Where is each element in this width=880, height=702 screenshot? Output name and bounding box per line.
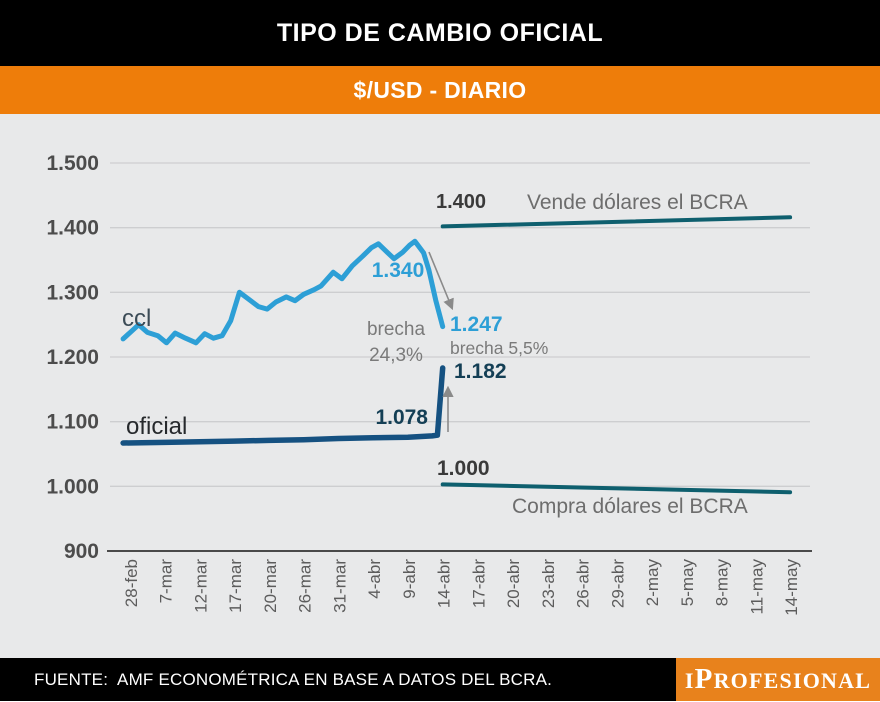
annotation-label: brecha 5,5% <box>450 338 548 358</box>
page-subtitle: $/USD - DIARIO <box>353 76 527 103</box>
y-axis-tick-label: 1.200 <box>46 346 99 369</box>
annotation-label: 1.400 <box>436 191 486 213</box>
subtitle-bar: $/USD - DIARIO <box>0 66 880 114</box>
x-axis-tick-label: 7-mar <box>157 559 176 604</box>
y-axis-tick-label: 1.400 <box>46 217 99 240</box>
annotation-label: ccl <box>122 305 151 332</box>
x-axis-tick-label: 14-may <box>782 559 801 616</box>
series-compra <box>440 482 793 495</box>
chart-area: 1.500 1.400 1.300 1.200 1.100 1.000 900 28-feb 7… <box>0 114 880 658</box>
y-axis-tick-label: 1.100 <box>46 411 99 434</box>
annotation-label: brecha <box>367 319 426 340</box>
y-axis-tick-label: 1.300 <box>46 281 99 304</box>
x-axis-tick-label: 11-may <box>747 559 766 615</box>
x-axis-tick-label: 12-mar <box>191 559 210 613</box>
x-axis-tick-label: 31-mar <box>330 559 349 613</box>
x-axis-tick-label: 26-abr <box>574 559 593 608</box>
series-vende <box>440 215 793 229</box>
y-axis-tick-label: 1.000 <box>46 475 99 498</box>
x-axis-tick-label: 17-mar <box>226 559 245 613</box>
y-axis-tick-label: 900 <box>64 540 99 563</box>
iprofesional-logo: I P ROFESIONAL <box>676 658 880 701</box>
x-axis-tick-label: 20-abr <box>504 559 523 608</box>
x-axis-tick-label: 8-may <box>713 559 732 607</box>
annotation-label: 1.078 <box>375 406 428 429</box>
series-ccl <box>120 238 446 346</box>
source-text: FUENTE: AMF ECONOMÉTRICA EN BASE A DATOS… <box>34 669 553 689</box>
logo-part-rest: ROFESIONAL <box>713 668 872 693</box>
x-axis-tick-label: 26-mar <box>296 559 315 613</box>
annotation-label: 1.182 <box>454 360 507 383</box>
x-axis-tick-label: 9-abr <box>400 559 419 599</box>
chart-svg: 1.500 1.400 1.300 1.200 1.100 1.000 900 28-feb 7… <box>46 152 812 616</box>
x-axis-tick-label: 14-abr <box>435 559 454 608</box>
annotation-label: 1.000 <box>437 457 490 480</box>
x-axis-tick-label: 5-may <box>678 559 697 607</box>
annotation-label: 1.340 <box>372 259 425 282</box>
y-axis-tick-label: 1.500 <box>46 152 99 175</box>
x-axis-tick-label: 20-mar <box>261 559 280 613</box>
footer-bar: FUENTE: AMF ECONOMÉTRICA EN BASE A DATOS… <box>0 658 880 701</box>
annotation-label: 24,3% <box>369 345 423 366</box>
title-bar: TIPO DE CAMBIO OFICIAL <box>0 0 880 66</box>
annotation-label: Compra dólares el BCRA <box>512 495 748 518</box>
page-title: TIPO DE CAMBIO OFICIAL <box>276 18 604 47</box>
annotation-label: Vende dólares el BCRA <box>527 191 748 214</box>
series-oficial <box>120 365 446 446</box>
annotation-label: oficial <box>126 413 187 440</box>
x-axis-tick-label: 23-abr <box>539 559 558 608</box>
logo-part-p: P <box>694 663 714 695</box>
annotation-arrow <box>428 251 454 311</box>
x-axis-tick-label: 2-may <box>643 559 662 607</box>
logo-part-i: I <box>684 668 695 693</box>
annotation-label: 1.247 <box>450 313 503 336</box>
x-axis-tick-label: 17-abr <box>469 559 488 608</box>
x-axis-tick-label: 4-abr <box>365 559 384 599</box>
x-axis-tick-label: 29-abr <box>608 559 627 608</box>
x-axis-tick-label: 28-feb <box>122 559 141 607</box>
